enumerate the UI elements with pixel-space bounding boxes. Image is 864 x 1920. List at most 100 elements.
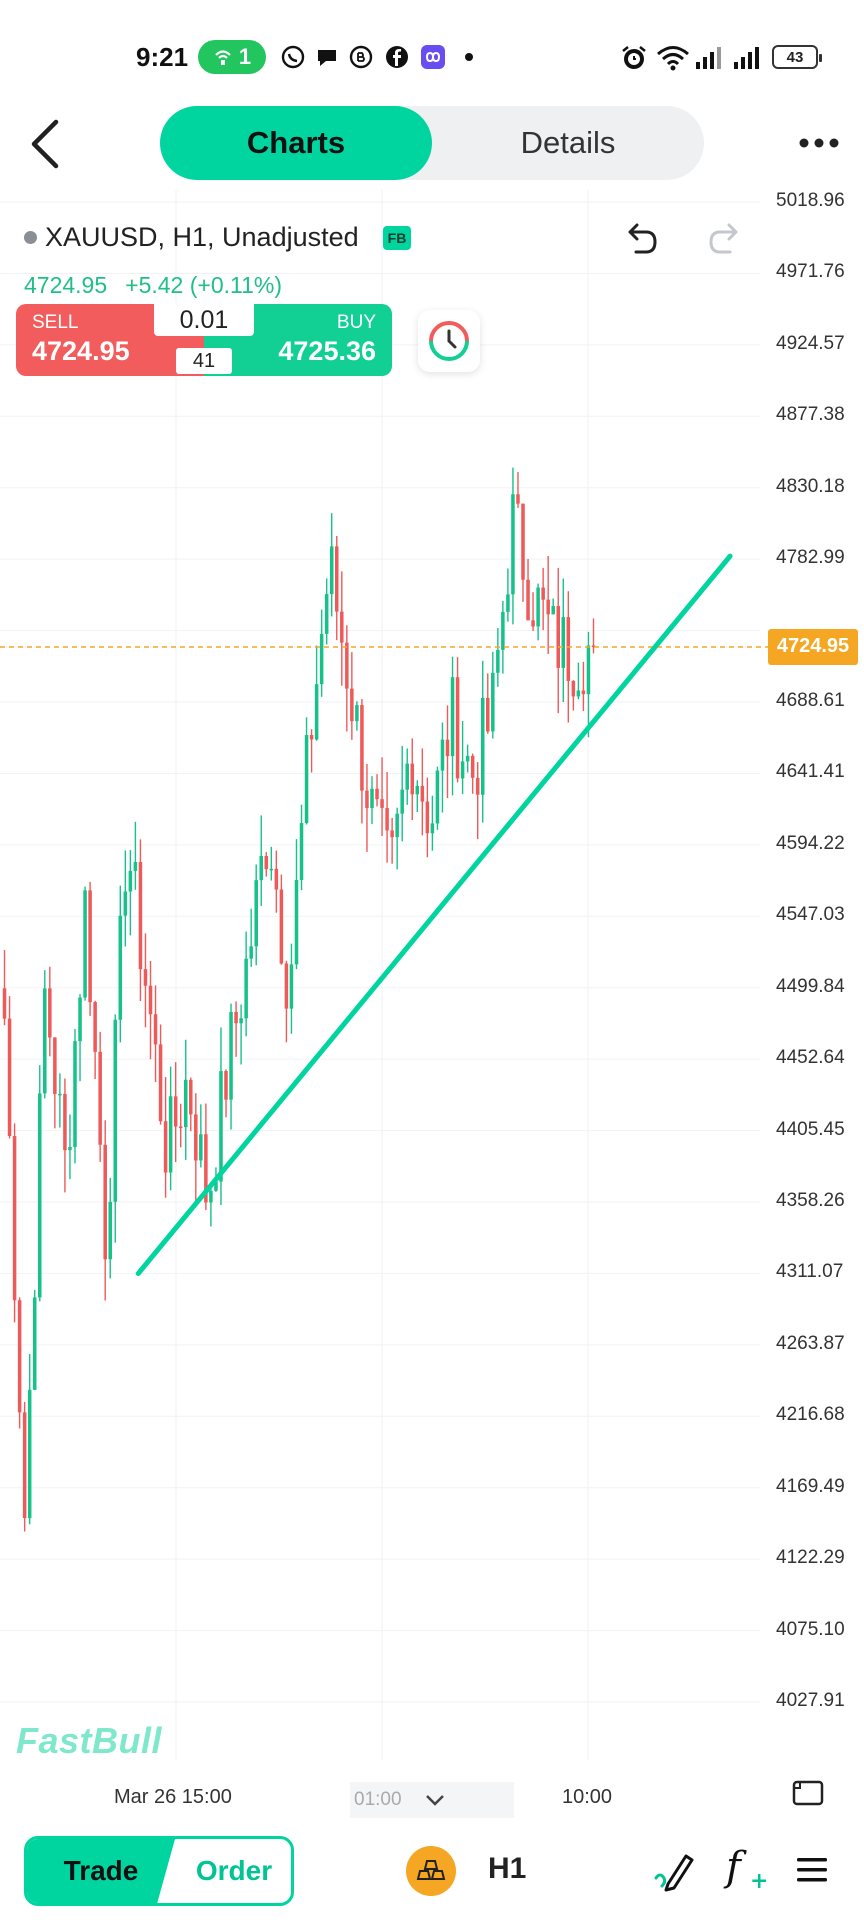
candle [566, 617, 571, 681]
more-options-button[interactable] [798, 128, 840, 158]
candle [183, 1079, 188, 1128]
candle [319, 633, 324, 685]
candle [370, 788, 374, 809]
candle [425, 801, 430, 834]
buy-label: BUY [336, 312, 376, 333]
candle [556, 606, 561, 668]
candle [516, 494, 520, 504]
alarm-icon [622, 46, 646, 69]
menu-icon[interactable] [796, 1854, 828, 1886]
candle [88, 890, 92, 1003]
candle [163, 1121, 168, 1173]
candle [365, 790, 369, 809]
candle [314, 684, 319, 740]
candle [390, 830, 394, 838]
x-tick-label: 01:00 [354, 1789, 402, 1810]
order-tab[interactable]: Order [195, 1855, 273, 1886]
back-button[interactable] [26, 118, 66, 170]
battery-indicator: 43 [772, 45, 822, 69]
candle [551, 606, 555, 615]
candle [400, 789, 404, 814]
plus-icon: + [750, 1868, 769, 1894]
candle [435, 770, 440, 824]
price-change-row: 4724.95 +5.42 (+0.11%) [24, 272, 282, 299]
tab-details[interactable]: Details [520, 125, 616, 160]
candle [249, 946, 253, 959]
lot-size-input[interactable]: 0.01 [154, 304, 254, 336]
sell-button[interactable]: SELL 4724.95 [16, 304, 204, 376]
candle [480, 697, 485, 795]
candle [334, 546, 339, 612]
candle [385, 807, 389, 831]
y-tick-label: 4641.41 [776, 761, 845, 783]
chat-bubble-icon [318, 50, 336, 66]
signal-icon [734, 47, 759, 69]
candle [259, 856, 264, 881]
gold-bars-icon[interactable] [406, 1846, 456, 1896]
candle [113, 1019, 118, 1202]
candle [199, 1134, 203, 1161]
candle [304, 735, 309, 824]
price-chart[interactable] [0, 180, 864, 1780]
drawing-tool-icon[interactable] [652, 1848, 696, 1894]
candle [229, 1011, 233, 1100]
candle [460, 761, 465, 779]
candle [586, 645, 591, 695]
candle [32, 1297, 37, 1390]
timeframe-selector[interactable]: H1 [488, 1852, 527, 1885]
hotspot-pill: 1 [198, 40, 266, 74]
candle [219, 1071, 223, 1182]
candle [103, 1144, 107, 1260]
y-tick-label: 4263.87 [776, 1332, 845, 1354]
candle [410, 763, 415, 795]
fullscreen-icon[interactable] [792, 1780, 824, 1806]
indicators-button[interactable]: f + [726, 1844, 769, 1896]
candle [128, 870, 133, 892]
chart-symbol-info[interactable]: XAUUSD, H1, Unadjusted FB [24, 222, 412, 253]
trade-tab[interactable]: Trade [27, 1839, 175, 1903]
y-tick-label: 4452.64 [776, 1047, 845, 1069]
y-tick-label: 4830.18 [776, 475, 845, 497]
dot-icon [465, 53, 473, 61]
candle [143, 969, 148, 986]
candle [58, 1093, 62, 1096]
candle [22, 1412, 27, 1519]
price-change: +5.42 (+0.11%) [125, 272, 282, 298]
candle [526, 579, 530, 621]
candle [43, 988, 47, 1094]
undo-button[interactable] [624, 218, 660, 258]
candle [204, 1134, 208, 1203]
refresh-button[interactable] [418, 310, 480, 372]
candle [209, 1190, 213, 1203]
x-tick-label: 10:00 [562, 1786, 613, 1808]
candle [405, 763, 409, 790]
infinity-app-icon [421, 45, 445, 69]
candle [455, 677, 460, 779]
candle [2, 988, 7, 1019]
candle [274, 868, 279, 890]
candle [445, 739, 450, 757]
candle [138, 862, 143, 970]
crosshair-time-box[interactable]: 01:00 [350, 1782, 514, 1818]
candle [53, 1037, 57, 1094]
candle [123, 891, 128, 916]
candle [521, 503, 525, 580]
redo-button[interactable] [706, 218, 742, 258]
y-tick-label: 4311.07 [776, 1261, 844, 1283]
y-tick-label: 4499.84 [776, 975, 845, 997]
y-tick-label: 4688.61 [776, 690, 845, 711]
y-tick-label: 4075.10 [776, 1618, 845, 1640]
candle [133, 862, 138, 871]
candle [496, 649, 500, 673]
candle [93, 1002, 97, 1052]
candle [591, 645, 596, 647]
candle [17, 1300, 22, 1413]
candle [440, 739, 445, 771]
candle [536, 587, 540, 627]
candle [289, 964, 294, 1009]
tab-charts[interactable]: Charts [160, 106, 432, 180]
candle [380, 799, 384, 808]
candle [576, 690, 581, 697]
candle [108, 1201, 112, 1260]
current-price-tag: 4724.95 [768, 628, 858, 665]
